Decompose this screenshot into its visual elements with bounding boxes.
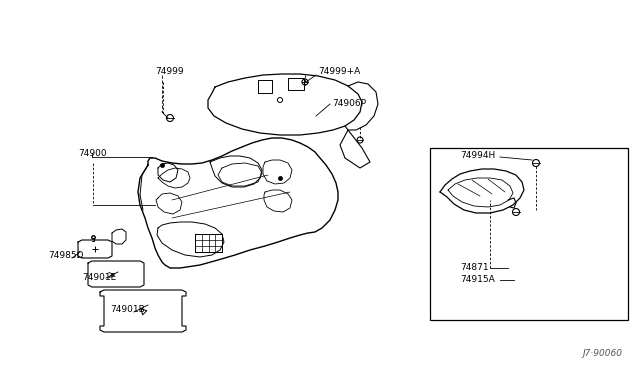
Text: 74900: 74900	[78, 148, 107, 157]
Text: 74901E: 74901E	[82, 273, 116, 282]
Text: 74915A: 74915A	[460, 276, 495, 285]
Text: 74999+A: 74999+A	[318, 67, 360, 77]
Bar	[430, 148, 628, 320]
Text: 74901B: 74901B	[110, 305, 145, 314]
Text: 74871: 74871	[460, 263, 488, 273]
Text: J7·90060: J7·90060	[582, 349, 622, 358]
Text: 74999: 74999	[155, 67, 184, 77]
Text: 74985Ω: 74985Ω	[48, 250, 83, 260]
Text: 74994H: 74994H	[460, 151, 495, 160]
Text: 74906P: 74906P	[332, 99, 366, 109]
